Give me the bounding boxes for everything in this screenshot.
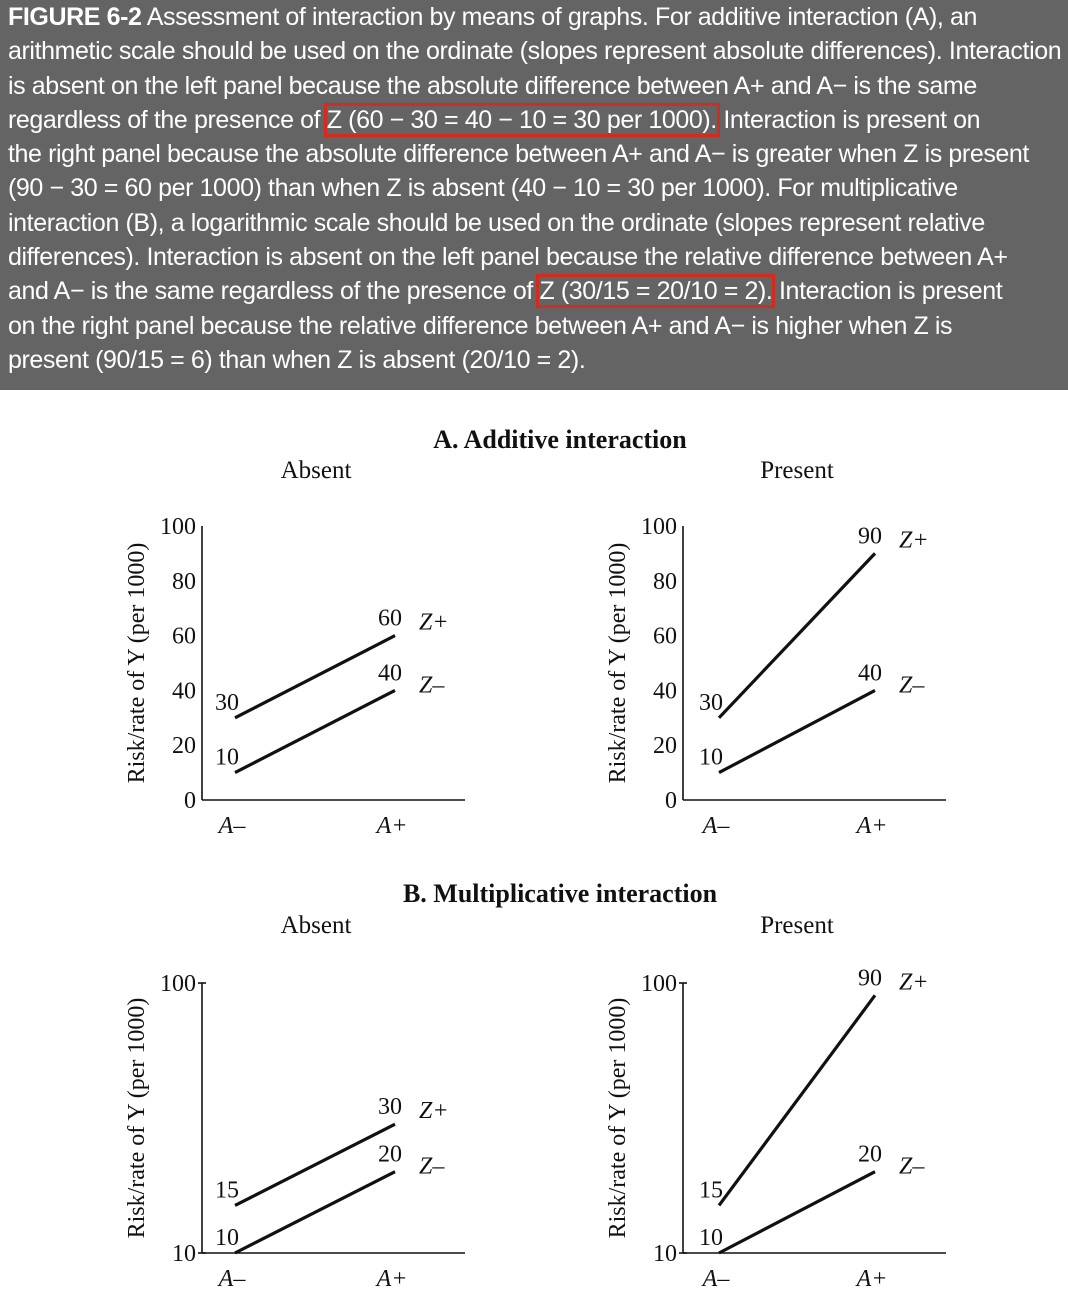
caption-line: interaction (B), a logarithmic scale sho… (8, 206, 1063, 240)
x-category-label: A– (217, 813, 247, 839)
figure-panels: A. Additive interaction B. Multiplicative… (124, 425, 946, 1292)
y-tick-label: 60 (653, 624, 677, 650)
panel-subtitle: Present (760, 457, 834, 484)
start-value-label: 15 (699, 1177, 723, 1203)
series-name-label: Z– (899, 1154, 925, 1180)
end-value-label: 90 (858, 965, 882, 991)
caption-line: the right panel because the absolute dif… (8, 137, 1063, 171)
series-line-z-plus (234, 634, 396, 720)
series-line-z-minus (234, 688, 396, 775)
figure-label: FIGURE 6-2 (8, 3, 142, 31)
figure-caption: FIGURE 6-2 Assessment of interaction by … (8, 0, 1063, 377)
series-line-z-minus (718, 1170, 876, 1255)
start-value-label: 10 (215, 1225, 239, 1251)
caption-text-segment: is absent on the left panel because the … (8, 71, 977, 100)
series-line-z-plus (717, 552, 877, 719)
x-category-label: A– (217, 1266, 247, 1292)
panel-subtitle: Absent (281, 912, 352, 939)
caption-text-segment: arithmetic scale should be used on the o… (8, 37, 1062, 66)
highlighted-equation: Z (30/15 = 20/10 = 2). (536, 274, 776, 309)
highlighted-equation: Z (60 − 30 = 40 − 10 = 30 per 1000). (323, 102, 720, 137)
caption-line: regardless of the presence of Z (60 − 30… (8, 102, 1063, 137)
caption-line: (90 − 30 = 60 per 1000) than when Z is a… (8, 171, 1063, 205)
series-name-label: Z– (419, 1154, 445, 1180)
y-tick-label: 40 (172, 678, 196, 704)
panel-subtitle: Present (760, 912, 834, 939)
y-tick-label: 10 (172, 1241, 196, 1267)
x-category-label: A– (701, 813, 731, 839)
start-value-label: 30 (215, 690, 239, 716)
series-line-z-plus (717, 994, 877, 1207)
series-name-label: Z+ (899, 969, 929, 995)
y-tick-label: 20 (172, 733, 196, 759)
caption-text-segment: interaction (B), a logarithmic scale sho… (8, 208, 985, 237)
y-tick-label: 100 (641, 514, 677, 540)
series-name-label: Z– (899, 672, 925, 698)
y-tick-label: 80 (653, 569, 677, 595)
y-tick-label: 40 (653, 678, 677, 704)
end-value-label: 60 (378, 606, 402, 632)
series-line-z-minus (718, 688, 876, 775)
start-value-label: 30 (699, 690, 723, 716)
figure-caption-box: FIGURE 6-2 Assessment of interaction by … (0, 0, 1068, 390)
start-value-label: 15 (215, 1177, 239, 1203)
y-axis-label: Risk/rate of Y (per 1000) (605, 543, 631, 784)
caption-line: present (90/15 = 6) than when Z is absen… (8, 343, 1063, 377)
y-tick-label: 0 (665, 788, 677, 814)
caption-line: and A− is the same regardless of the pre… (8, 274, 1063, 309)
start-value-label: 10 (699, 1225, 723, 1251)
y-tick-label: 100 (160, 514, 196, 540)
series-name-label: Z– (419, 672, 445, 698)
caption-text-segment: on the right panel because the relative … (8, 311, 953, 340)
panel-subtitle: Absent (281, 457, 352, 484)
y-tick-label: 100 (160, 971, 196, 997)
end-value-label: 20 (858, 1142, 882, 1168)
caption-line: on the right panel because the relative … (8, 309, 1063, 343)
x-category-label: A+ (375, 1266, 408, 1292)
caption-line: is absent on the left panel because the … (8, 69, 1063, 103)
start-value-label: 10 (699, 745, 723, 771)
series-line-z-plus (234, 1122, 396, 1207)
y-tick-label: 10 (653, 1241, 677, 1267)
caption-line: FIGURE 6-2 Assessment of interaction by … (8, 0, 1063, 34)
caption-line: differences). Interaction is absent on t… (8, 240, 1063, 274)
caption-text-segment: Interaction is present (772, 277, 1003, 306)
section-title-additive: A. Additive interaction (433, 425, 687, 454)
y-tick-label: 20 (653, 733, 677, 759)
y-tick-label: 100 (641, 971, 677, 997)
y-axis-label: Risk/rate of Y (per 1000) (605, 998, 631, 1239)
caption-text-segment: the right panel because the absolute dif… (8, 140, 1029, 169)
caption-text-segment: regardless of the presence of (8, 105, 327, 134)
section-title-multiplicative: B. Multiplicative interaction (403, 879, 718, 908)
start-value-label: 10 (215, 745, 239, 771)
x-category-label: A– (701, 1266, 731, 1292)
series-name-label: Z+ (899, 527, 929, 553)
series-name-label: Z+ (419, 1098, 449, 1124)
caption-text-segment: Interaction is present on (716, 105, 981, 134)
y-axis-label: Risk/rate of Y (per 1000) (124, 998, 150, 1239)
y-tick-label: 0 (184, 788, 196, 814)
y-tick-label: 60 (172, 624, 196, 650)
end-value-label: 30 (378, 1094, 402, 1120)
caption-text-segment: and A− is the same regardless of the pre… (8, 277, 540, 306)
end-value-label: 20 (378, 1142, 402, 1168)
end-value-label: 40 (378, 660, 402, 686)
y-tick-label: 80 (172, 569, 196, 595)
caption-text-segment: (90 − 30 = 60 per 1000) than when Z is a… (8, 174, 958, 203)
caption-line: arithmetic scale should be used on the o… (8, 34, 1063, 68)
x-category-label: A+ (855, 1266, 888, 1292)
x-category-label: A+ (375, 813, 408, 839)
series-name-label: Z+ (419, 610, 449, 636)
caption-text-segment: present (90/15 = 6) than when Z is absen… (8, 345, 586, 374)
caption-text-segment: differences). Interaction is absent on t… (8, 243, 1008, 272)
y-axis-label: Risk/rate of Y (per 1000) (124, 543, 150, 784)
end-value-label: 90 (858, 523, 882, 549)
x-category-label: A+ (855, 813, 888, 839)
series-line-z-minus (234, 1170, 396, 1255)
end-value-label: 40 (858, 660, 882, 686)
caption-text-segment: Assessment of interaction by means of gr… (146, 3, 978, 31)
